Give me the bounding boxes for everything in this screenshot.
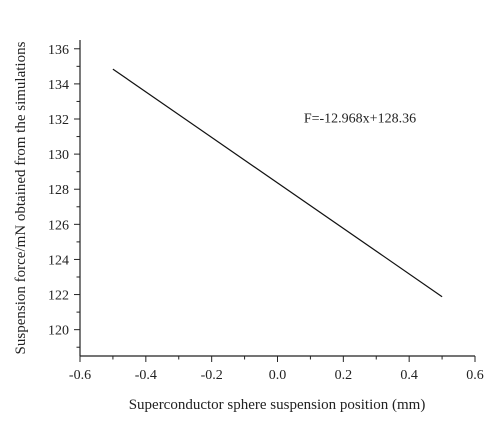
y-tick-label: 124 — [48, 253, 69, 268]
x-axis-title: Superconductor sphere suspension positio… — [129, 397, 426, 413]
series-layer — [112, 68, 443, 298]
y-tick-label: 132 — [48, 113, 69, 128]
y-axis-title: Suspension force/mN obtained from the si… — [13, 41, 29, 354]
y-tick-label: 120 — [48, 324, 69, 339]
y-tick-label: 134 — [48, 78, 69, 93]
x-tick-label: 0.2 — [335, 368, 353, 383]
equation-annotation: F=-12.968x+128.36 — [304, 112, 416, 127]
x-tick-label: -0.6 — [69, 368, 91, 383]
y-tick-label: 136 — [48, 43, 69, 58]
x-tick-label: -0.4 — [135, 368, 157, 383]
y-tick-label: 128 — [48, 183, 69, 198]
y-tick-label: 126 — [48, 218, 69, 233]
x-ticks: -0.6 -0.4 -0.2 0.0 0.2 0.4 0.6 — [69, 356, 484, 383]
x-tick-label: -0.2 — [201, 368, 223, 383]
annotation-layer: F=-12.968x+128.36 — [304, 112, 416, 127]
x-tick-label: 0.0 — [269, 368, 287, 383]
y-tick-label: 122 — [48, 289, 69, 304]
x-tick-label: 0.4 — [400, 368, 418, 383]
fit-line — [112, 68, 443, 298]
x-tick-label: 0.6 — [466, 368, 484, 383]
y-ticks: 120 122 124 126 128 130 132 134 136 — [48, 43, 80, 348]
y-tick-label: 130 — [48, 148, 69, 163]
